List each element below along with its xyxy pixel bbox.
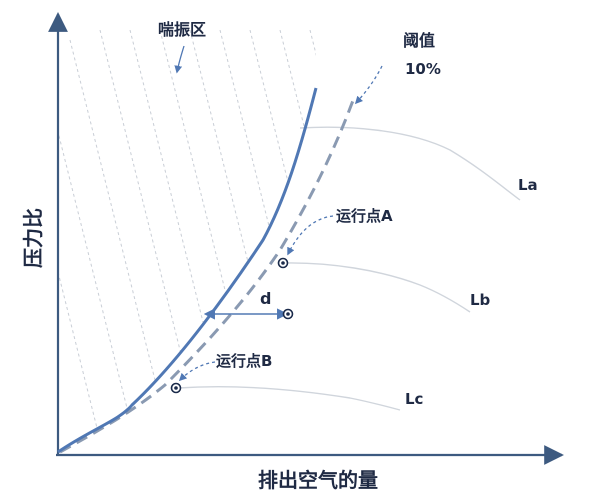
point-a-label: 运行点A xyxy=(336,207,393,225)
threshold-title: 阈值 xyxy=(403,31,435,50)
speed-line-la xyxy=(299,126,521,201)
threshold-line xyxy=(59,94,357,454)
surge-line xyxy=(57,87,318,454)
x-axis-label: 排出空气的量 xyxy=(258,468,378,492)
point-a-arrow xyxy=(287,215,334,256)
distance-label: d xyxy=(260,289,271,308)
curve-lc-label: Lc xyxy=(405,390,423,408)
threshold-arrow xyxy=(354,65,383,105)
curve-lb-label: Lb xyxy=(470,291,491,309)
y-axis-label: 压力比 xyxy=(21,208,45,268)
threshold-value: 10% xyxy=(405,60,441,78)
curve-la-label: La xyxy=(518,176,538,194)
surge-zone-label: 喘振区 xyxy=(158,20,206,39)
operating-point-b xyxy=(170,382,182,394)
surge-zone-arrow xyxy=(174,45,185,74)
surge-zone-hatching xyxy=(58,30,316,452)
operating-point-a xyxy=(277,257,289,269)
speed-line-lb xyxy=(282,262,471,313)
operating-point-mid xyxy=(282,308,294,320)
point-b-arrow xyxy=(178,361,216,382)
speed-line-lc xyxy=(177,386,401,411)
point-b-label: 运行点B xyxy=(216,352,272,370)
